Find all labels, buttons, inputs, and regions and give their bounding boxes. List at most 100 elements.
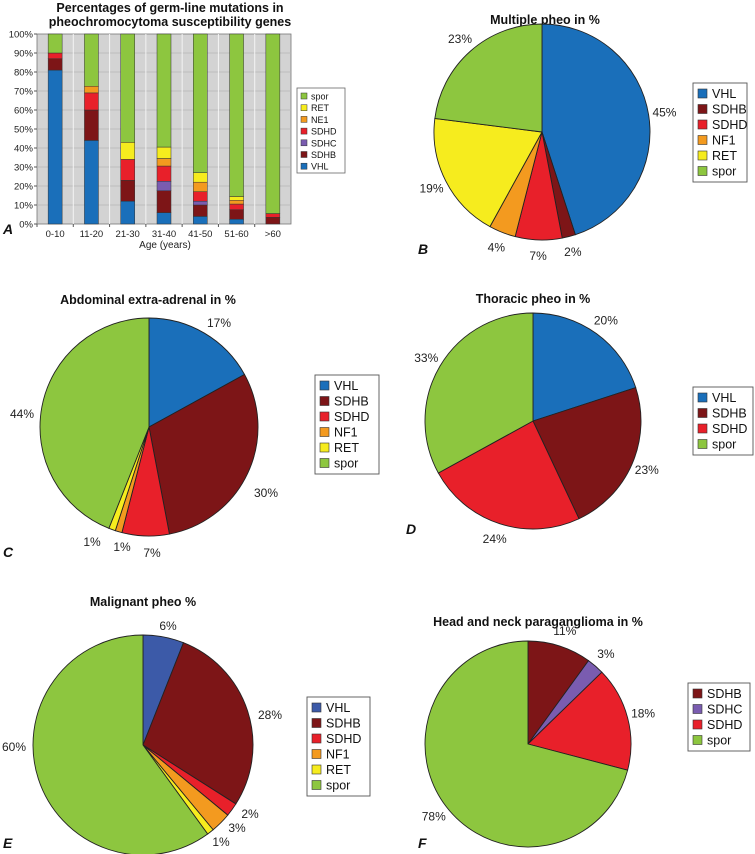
legend-label: SDHD — [712, 118, 747, 132]
bar-segment-ne1-3 — [156, 158, 172, 167]
legend-label: spor — [712, 438, 736, 452]
chart-title: Abdominal extra-adrenal in % — [60, 293, 236, 307]
legend-swatch-sdhc — [300, 139, 308, 147]
data-label: 6% — [159, 619, 177, 633]
panel-label-a: A — [2, 221, 13, 237]
bar-segment-sdhb-1 — [84, 109, 99, 141]
pie-slice-vhl — [532, 312, 637, 422]
legend-label: RET — [326, 763, 351, 777]
bar-segment-sdhb-3 — [156, 190, 172, 213]
legend-swatch-spor — [300, 92, 308, 100]
legend-swatch-vhl — [697, 88, 708, 99]
bar-chart-a: Percentages of germ-line mutations inphe… — [2, 1, 346, 251]
legend-swatch-ret — [300, 104, 308, 111]
data-label: 44% — [10, 407, 34, 421]
data-label: 4% — [488, 240, 506, 254]
data-label: 7% — [529, 249, 547, 263]
legend-label: SDHB — [311, 150, 336, 160]
pie-slice-spor — [424, 312, 534, 474]
bar-segment-sdhb-6 — [265, 217, 281, 225]
pie-slice-spor — [434, 23, 543, 133]
legend-b — [692, 82, 748, 183]
legend-swatch-vhl — [311, 702, 322, 713]
legend-label: SDHB — [326, 717, 361, 731]
panel-label-b: B — [418, 241, 428, 257]
legend-swatch-sdhc — [692, 704, 703, 714]
legend-label: SDHC — [707, 703, 742, 717]
data-label: 23% — [448, 32, 472, 46]
legend-label: SDHC — [311, 138, 337, 148]
data-label: 20% — [594, 314, 618, 328]
legend-swatch-sdhb — [311, 718, 322, 728]
data-label: 23% — [635, 463, 659, 477]
legend-swatch-sdhb — [319, 396, 330, 406]
bar-segment-ne1-4 — [193, 181, 208, 192]
bar-segment-sdhc-4 — [193, 200, 208, 206]
legend-label: SDHD — [326, 732, 361, 746]
legend-label: RET — [311, 103, 330, 113]
pie-slice-sdhd — [527, 671, 632, 771]
data-label: 2% — [564, 245, 582, 259]
bar-segment-vhl-5 — [229, 219, 244, 225]
bar-segment-sdhd-5 — [229, 203, 244, 211]
legend-label: VHL — [334, 379, 358, 393]
bar-segment-sdhb-5 — [229, 209, 244, 220]
legend-label: spor — [707, 734, 731, 748]
data-label: 1% — [212, 835, 230, 849]
legend-swatch-sdhd — [697, 423, 708, 434]
pie-slice-sdhb — [148, 373, 259, 535]
legend-label: RET — [334, 441, 359, 455]
y-tick-label: 60% — [14, 106, 34, 117]
legend-label: spor — [326, 779, 350, 793]
pie-slice-ret — [433, 117, 543, 228]
bar-segment-sdhd-2 — [120, 159, 135, 181]
legend-label: RET — [712, 149, 737, 163]
pie-slice-spor — [424, 640, 629, 848]
legend-swatch-spor — [319, 458, 330, 468]
legend-label: SDHD — [712, 422, 747, 436]
legend-swatch-sdhb — [697, 104, 708, 114]
legend-swatch-nf1 — [697, 135, 708, 145]
legend-swatch-ne1 — [300, 116, 308, 123]
legend-swatch-ret — [311, 764, 322, 775]
pie-chart-c: Abdominal extra-adrenal in % 17% 30% 7% 1% 1%… — [3, 293, 380, 560]
legend-swatch-ret — [319, 442, 330, 453]
pie-chart-d: Thoracic pheo in %20% 23% 24% 33% VHL SDHBSDH… — [406, 292, 754, 546]
legend-swatch-sdhd — [311, 733, 322, 744]
legend-label: spor — [712, 165, 736, 179]
y-tick-label: 0% — [19, 220, 33, 231]
data-label: 17% — [207, 316, 231, 330]
bar-segment-vhl-3 — [156, 212, 172, 225]
legend-label: NE1 — [311, 115, 329, 125]
x-tick-label: 0-10 — [46, 229, 65, 240]
legend-label: VHL — [326, 701, 350, 715]
y-tick-label: 70% — [14, 87, 34, 98]
legend-c — [314, 374, 380, 475]
chart-title: Multiple pheo in % — [490, 13, 600, 27]
legend-label: VHL — [712, 87, 736, 101]
y-tick-label: 40% — [14, 144, 34, 155]
bar-segment-ne1-1 — [84, 86, 99, 94]
legend-swatch-vhl — [300, 162, 308, 170]
y-tick-label: 50% — [14, 125, 34, 136]
chart-title: Head and neck paraganglioma in % — [433, 615, 643, 629]
chart-title: Thoracic pheo in % — [476, 292, 591, 306]
legend-swatch-spor — [697, 166, 708, 176]
pie-slice-spor — [39, 317, 150, 529]
y-tick-label: 80% — [14, 68, 34, 79]
bar-segment-spor-5 — [229, 33, 244, 197]
bar-segment-vhl-1 — [84, 140, 99, 225]
pie-chart-e: Malignant pheo % 6% 28% 2%3%1% 60% VHL SDHBSDH… — [2, 595, 371, 854]
chart-title-line-1: Percentages of germ-line mutations in — [56, 1, 283, 15]
y-tick-label: 10% — [14, 201, 34, 212]
pie-slice-vhl — [148, 317, 246, 428]
x-tick-label: 11-20 — [80, 229, 104, 240]
legend-label: SDHB — [334, 395, 369, 409]
legend-swatch-nf1 — [319, 427, 330, 437]
x-tick-label: 31-40 — [152, 229, 176, 240]
bar-segment-spor-0 — [47, 33, 63, 54]
y-tick-label: 20% — [14, 182, 34, 193]
legend-e — [306, 696, 371, 797]
legend-swatch-vhl — [697, 392, 708, 403]
